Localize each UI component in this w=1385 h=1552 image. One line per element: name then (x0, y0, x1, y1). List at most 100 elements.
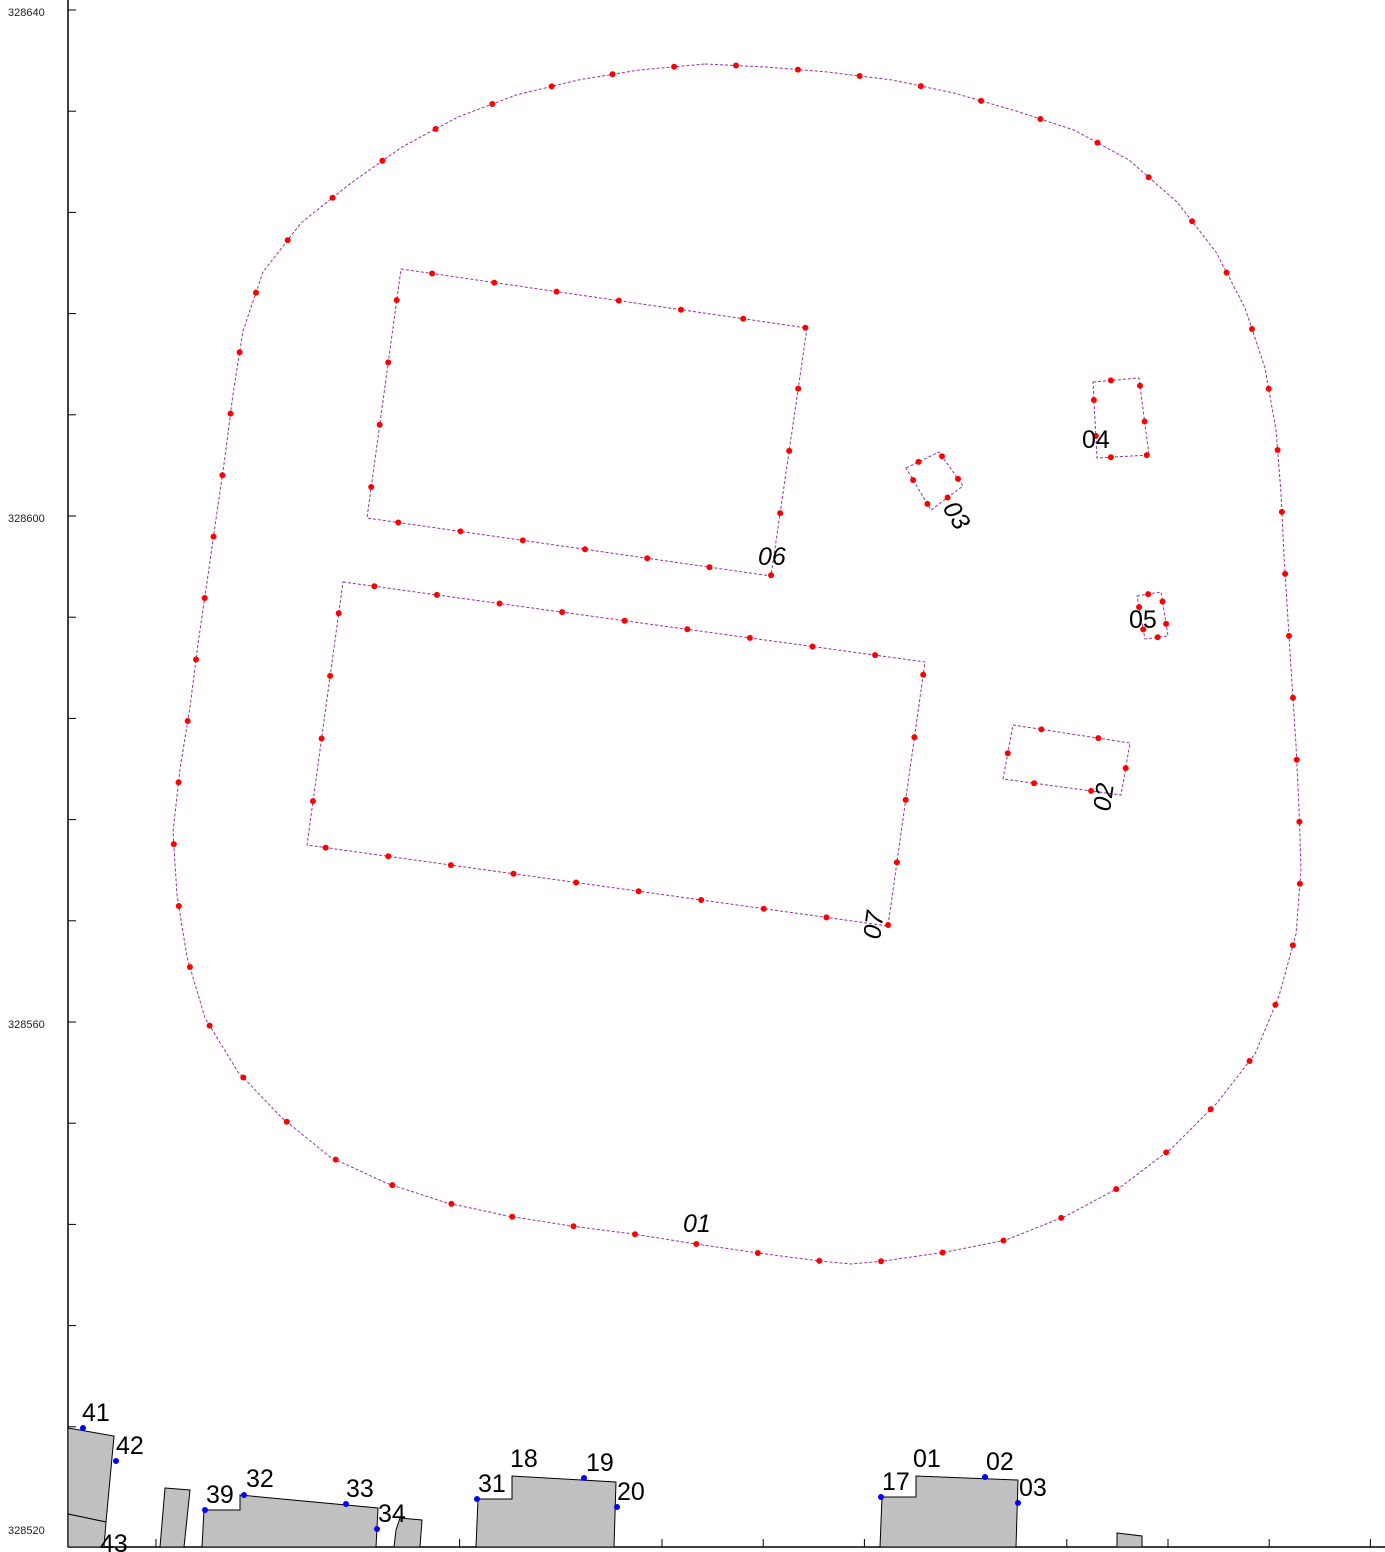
parcel-vertex[interactable] (940, 1250, 946, 1256)
parcel-vertex[interactable] (632, 1231, 638, 1237)
parcel-vertex[interactable] (795, 386, 801, 392)
parcel-vertex[interactable] (284, 1119, 290, 1125)
parcel-vertex[interactable] (1005, 750, 1011, 756)
parcel-vertex[interactable] (1279, 509, 1285, 515)
building-41-42[interactable] (68, 1428, 114, 1522)
parcel-vertex[interactable] (1160, 599, 1166, 605)
parcel-vertex[interactable] (1290, 695, 1296, 701)
parcel-vertex[interactable] (1296, 819, 1302, 825)
parcel-vertex[interactable] (176, 903, 182, 909)
parcel-vertex[interactable] (1224, 270, 1230, 276)
parcel-vertex[interactable] (878, 1258, 884, 1264)
parcel-vertex[interactable] (1163, 621, 1169, 627)
parcel-vertex[interactable] (693, 1241, 699, 1247)
parcel-vertex[interactable] (707, 564, 713, 570)
parcel-vertex[interactable] (395, 520, 401, 526)
parcel-vertex[interactable] (795, 67, 801, 73)
parcel-vertex[interactable] (945, 495, 951, 501)
parcel-vertex[interactable] (777, 510, 783, 516)
parcel-vertex[interactable] (816, 1258, 822, 1264)
parcel-vertex[interactable] (1155, 634, 1161, 640)
parcel-vertex[interactable] (429, 271, 435, 277)
parcel-vertex[interactable] (582, 546, 588, 552)
parcel-vertex[interactable] (1058, 1215, 1064, 1221)
parcel-vertex[interactable] (434, 592, 440, 598)
parcel-vertex[interactable] (285, 237, 291, 243)
parcel-vertex[interactable] (511, 871, 517, 877)
parcel-vertex[interactable] (1038, 726, 1044, 732)
parcel-vertex[interactable] (678, 307, 684, 313)
parcel-vertex[interactable] (978, 98, 984, 104)
parcel-vertex[interactable] (810, 644, 816, 650)
parcel-vertex[interactable] (698, 897, 704, 903)
parcel-vertex[interactable] (1189, 218, 1195, 224)
parcel-vertex[interactable] (219, 472, 225, 478)
parcel-vertex[interactable] (202, 595, 208, 601)
parcel-vertex[interactable] (1294, 757, 1300, 763)
parcel-outline-07[interactable] (307, 582, 925, 926)
parcel-vertex[interactable] (671, 64, 677, 70)
parcel-vertex[interactable] (786, 448, 792, 454)
parcel-vertex[interactable] (802, 325, 808, 331)
parcel-vertex[interactable] (1208, 1106, 1214, 1112)
parcel-vertex[interactable] (755, 1250, 761, 1256)
building-small-b[interactable] (1117, 1533, 1142, 1547)
parcel-vertex[interactable] (1266, 386, 1272, 392)
parcel-vertex[interactable] (371, 583, 377, 589)
parcel-vertex[interactable] (433, 126, 439, 132)
parcel-vertex[interactable] (1108, 454, 1114, 460)
parcel-vertex[interactable] (228, 411, 234, 417)
parcel-vertex[interactable] (187, 964, 193, 970)
parcel-vertex[interactable] (1297, 881, 1303, 887)
parcel-vertex[interactable] (1275, 447, 1281, 453)
parcel-vertex[interactable] (327, 673, 333, 679)
parcel-vertex[interactable] (185, 718, 191, 724)
parcel-vertex[interactable] (1037, 116, 1043, 122)
parcel-vertex[interactable] (622, 618, 628, 624)
parcel-vertex[interactable] (385, 359, 391, 365)
parcel-vertex[interactable] (193, 657, 199, 663)
parcel-vertex[interactable] (237, 349, 243, 355)
parcel-vertex[interactable] (176, 779, 182, 785)
parcel-vertex[interactable] (1142, 419, 1148, 425)
parcel-vertex[interactable] (740, 316, 746, 322)
parcel-vertex[interactable] (377, 422, 383, 428)
parcel-vertex[interactable] (336, 610, 342, 616)
parcel-vertex[interactable] (509, 1214, 515, 1220)
parcel-vertex[interactable] (310, 798, 316, 804)
parcel-vertex[interactable] (768, 572, 774, 578)
parcel-vertex[interactable] (1113, 1186, 1119, 1192)
parcel-vertex[interactable] (497, 601, 503, 607)
parcel-vertex[interactable] (171, 841, 177, 847)
parcel-vertex[interactable] (918, 83, 924, 89)
parcel-vertex[interactable] (1137, 383, 1143, 389)
parcel-vertex[interactable] (903, 797, 909, 803)
parcel-vertex[interactable] (448, 862, 454, 868)
parcel-vertex[interactable] (549, 83, 555, 89)
parcel-vertex[interactable] (939, 453, 945, 459)
parcel-vertex[interactable] (571, 1223, 577, 1229)
parcel-vertex[interactable] (1282, 571, 1288, 577)
parcel-vertex[interactable] (1031, 780, 1037, 786)
parcel-vertex[interactable] (491, 280, 497, 286)
parcel-vertex[interactable] (1091, 397, 1097, 403)
parcel-vertex[interactable] (211, 534, 217, 540)
parcel-vertex[interactable] (920, 672, 926, 678)
parcel-vertex[interactable] (1163, 1149, 1169, 1155)
parcel-vertex[interactable] (1145, 591, 1151, 597)
parcel-vertex[interactable] (368, 484, 374, 490)
parcel-vertex[interactable] (1095, 735, 1101, 741)
parcel-vertex[interactable] (823, 914, 829, 920)
parcel-vertex[interactable] (448, 1201, 454, 1207)
parcel-vertex[interactable] (379, 158, 385, 164)
parcel-vertex[interactable] (1290, 942, 1296, 948)
parcel-vertex[interactable] (1108, 377, 1114, 383)
parcel-vertex[interactable] (333, 1157, 339, 1163)
parcel-vertex[interactable] (857, 73, 863, 79)
parcel-outline-01[interactable] (173, 64, 1301, 1264)
parcel-vertex[interactable] (911, 734, 917, 740)
parcel-vertex[interactable] (1146, 174, 1152, 180)
parcel-vertex[interactable] (554, 289, 560, 295)
parcel-vertex[interactable] (323, 845, 329, 851)
